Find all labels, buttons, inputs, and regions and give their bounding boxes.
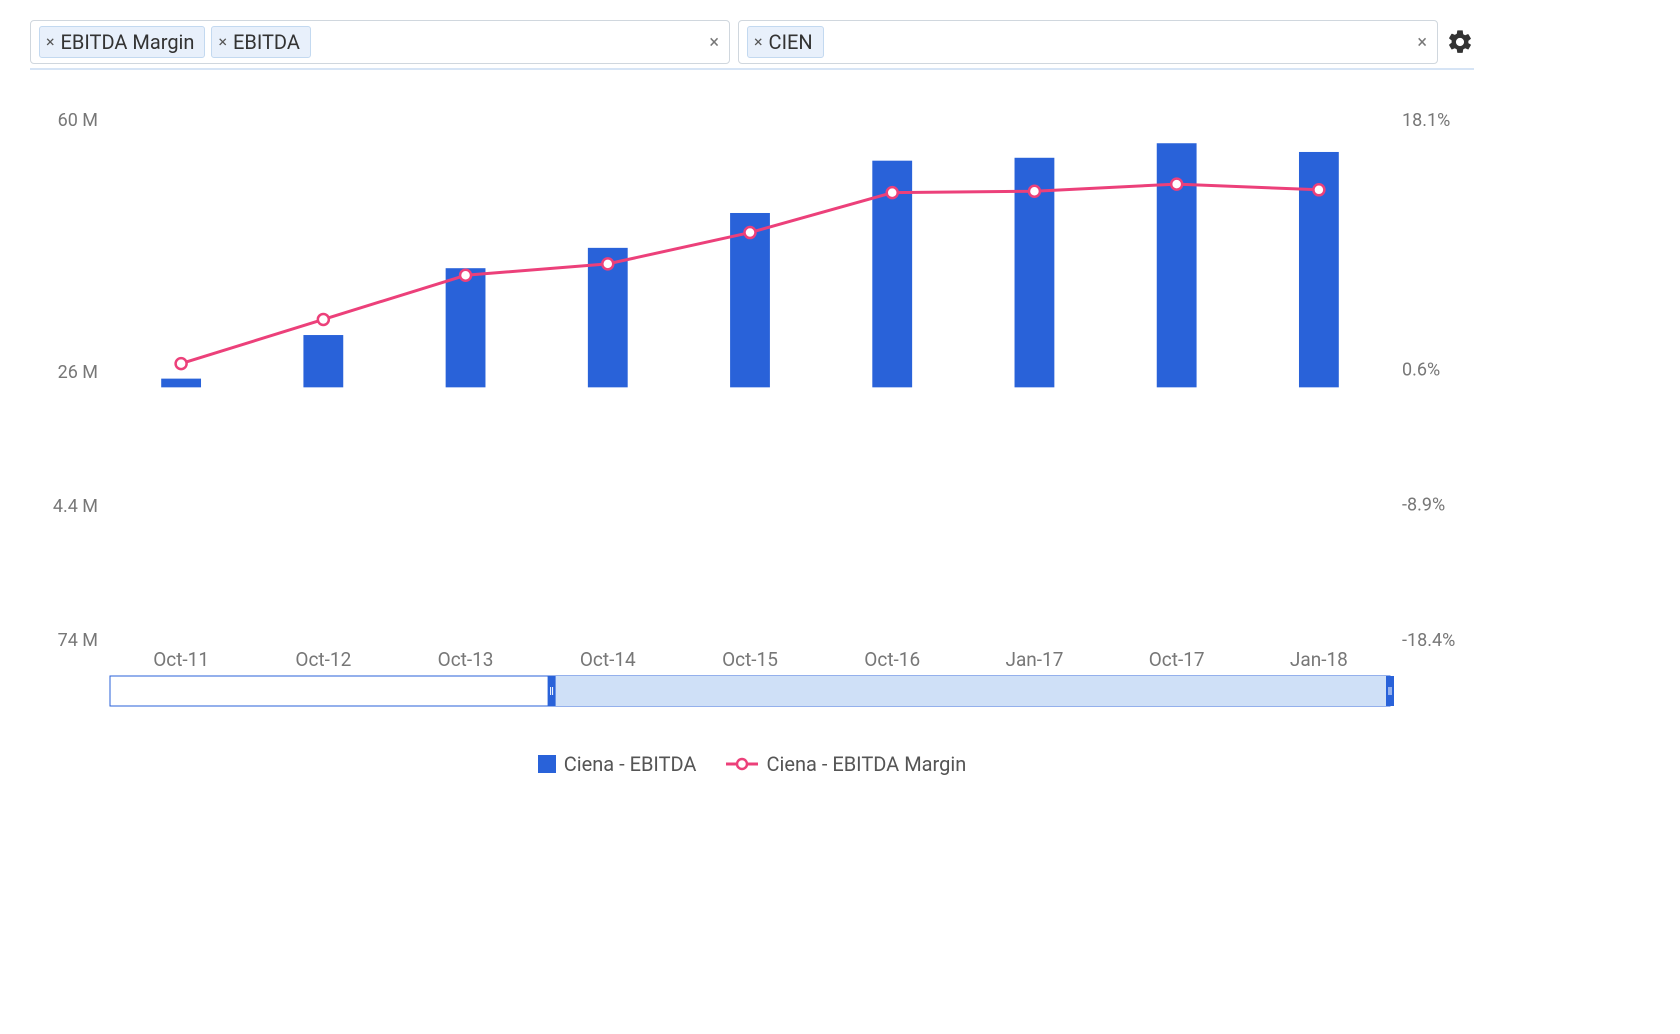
- x-axis-tick-label: Oct-17: [1149, 648, 1205, 671]
- chip-label: EBITDA: [233, 30, 300, 54]
- metrics-filter-box[interactable]: × EBITDA Margin × EBITDA ×: [30, 20, 730, 64]
- ebitda-margin-marker[interactable]: [460, 270, 471, 281]
- ebitda-margin-marker[interactable]: [602, 258, 613, 269]
- x-axis-tick-label: Oct-14: [580, 648, 636, 671]
- ebitda-margin-marker[interactable]: [887, 187, 898, 198]
- settings-gear-icon[interactable]: [1446, 28, 1474, 56]
- ebitda-margin-marker[interactable]: [745, 227, 756, 238]
- x-axis-tick-label: Oct-16: [864, 648, 920, 671]
- right-axis-tick-label: 0.6%: [1402, 359, 1440, 380]
- ebitda-margin-marker[interactable]: [176, 358, 187, 369]
- ebitda-bar[interactable]: [161, 379, 201, 388]
- range-slider-handle-start[interactable]: [548, 676, 556, 706]
- left-axis-tick-label: 74 M: [58, 630, 98, 651]
- remove-chip-icon[interactable]: ×: [754, 34, 763, 50]
- right-axis-tick-label: 18.1%: [1402, 110, 1450, 131]
- chip-label: CIEN: [769, 30, 813, 54]
- remove-chip-icon[interactable]: ×: [46, 34, 55, 50]
- ebitda-bar[interactable]: [446, 268, 486, 387]
- filter-row: × EBITDA Margin × EBITDA × × CIEN ×: [30, 20, 1474, 64]
- remove-chip-icon[interactable]: ×: [218, 34, 227, 50]
- range-slider-selection[interactable]: [552, 676, 1390, 706]
- combo-chart: 60 M 26 M 4.4 M 74 M 18.1% 0.6% -8.9% -18.4% Oct…: [30, 100, 1470, 712]
- x-axis-tick-label: Oct-13: [438, 648, 494, 671]
- ebitda-margin-marker[interactable]: [1313, 184, 1324, 195]
- legend-item[interactable]: Ciena - EBITDA Margin: [726, 752, 966, 776]
- left-axis-tick-label: 26 M: [58, 362, 98, 383]
- legend-swatch-bar-icon: [538, 755, 556, 773]
- ebitda-margin-marker[interactable]: [318, 314, 329, 325]
- x-axis-tick-label: Oct-15: [722, 648, 778, 671]
- legend-label: Ciena - EBITDA: [564, 752, 697, 776]
- metrics-chip[interactable]: × EBITDA: [211, 26, 310, 58]
- x-axis-tick-label: Jan-18: [1290, 648, 1348, 671]
- chip-label: EBITDA Margin: [61, 30, 195, 54]
- clear-symbols-icon[interactable]: ×: [1417, 32, 1427, 53]
- ebitda-margin-marker[interactable]: [1171, 179, 1182, 190]
- legend-swatch-line-icon: [726, 757, 758, 771]
- range-slider-handle-end[interactable]: [1386, 676, 1394, 706]
- x-axis-tick-label: Oct-11: [153, 648, 209, 671]
- left-axis-tick-label: 60 M: [58, 110, 98, 131]
- left-axis-tick-label: 4.4 M: [53, 496, 98, 517]
- chart-area: 60 M 26 M 4.4 M 74 M 18.1% 0.6% -8.9% -18.4% Oct…: [30, 100, 1474, 712]
- x-axis-tick-label: Oct-12: [295, 648, 351, 671]
- right-axis-tick-label: -8.9%: [1402, 495, 1445, 516]
- symbols-chip[interactable]: × CIEN: [747, 26, 824, 58]
- right-axis-tick-label: -18.4%: [1402, 630, 1455, 651]
- ebitda-bar[interactable]: [303, 335, 343, 387]
- symbols-filter-box[interactable]: × CIEN ×: [738, 20, 1438, 64]
- metrics-chip[interactable]: × EBITDA Margin: [39, 26, 205, 58]
- ebitda-margin-marker[interactable]: [1029, 186, 1040, 197]
- filter-divider: [30, 68, 1474, 70]
- legend-label: Ciena - EBITDA Margin: [766, 752, 966, 776]
- clear-metrics-icon[interactable]: ×: [709, 32, 719, 53]
- chart-legend: Ciena - EBITDA Ciena - EBITDA Margin: [30, 752, 1474, 776]
- x-axis-tick-label: Jan-17: [1005, 648, 1063, 671]
- legend-item[interactable]: Ciena - EBITDA: [538, 752, 697, 776]
